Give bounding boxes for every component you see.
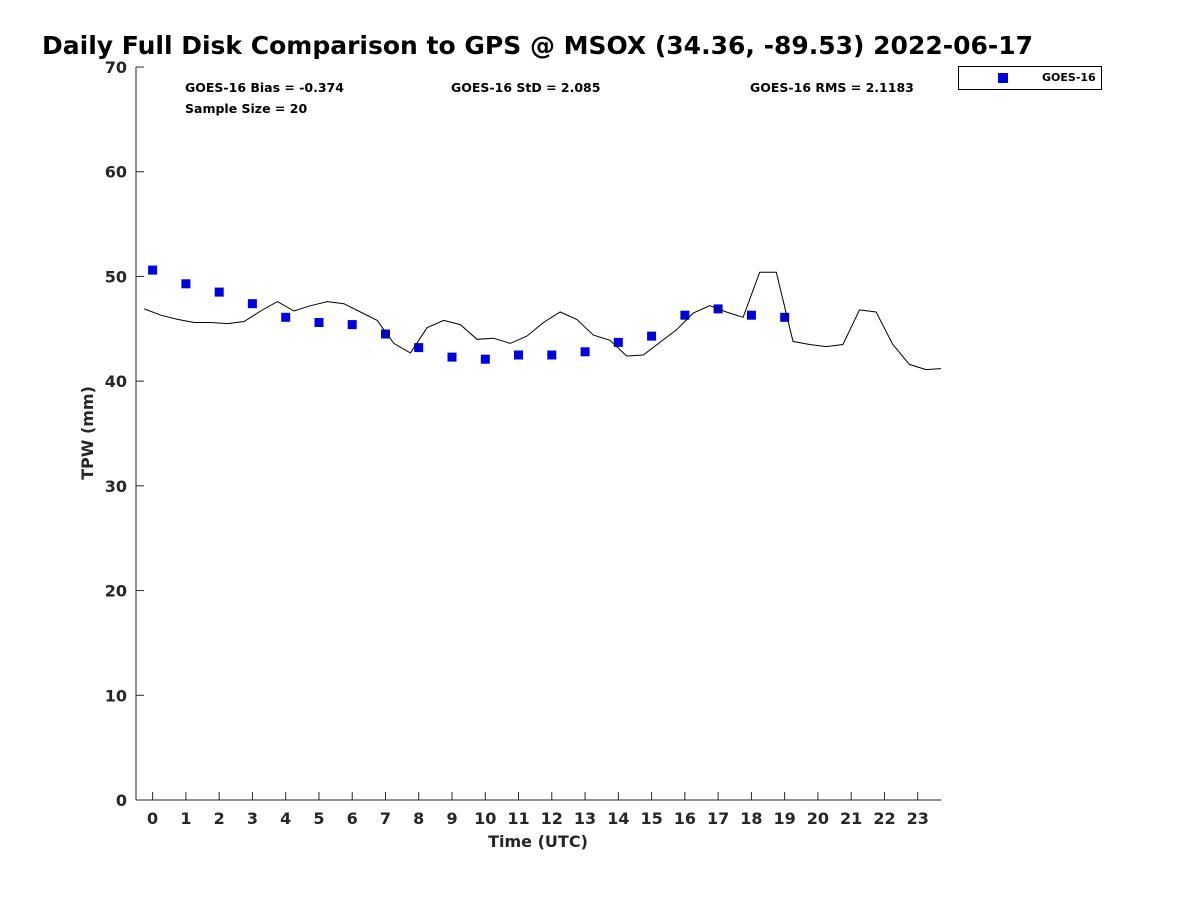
- goes16-point: [247, 299, 257, 309]
- goes16-point: [214, 287, 224, 297]
- x-tick-label: 16: [674, 809, 696, 828]
- x-tick-label: 13: [574, 809, 596, 828]
- goes16-point: [547, 350, 557, 360]
- x-tick-label: 10: [474, 809, 496, 828]
- x-tick-label: 14: [607, 809, 629, 828]
- goes16-point: [746, 310, 756, 320]
- goes16-point: [347, 320, 357, 330]
- rms-stat: GOES-16 RMS = 2.1183: [750, 80, 914, 95]
- y-tick-label: 30: [105, 477, 127, 496]
- chart-title: Daily Full Disk Comparison to GPS @ MSOX…: [42, 31, 1033, 60]
- std-stat: GOES-16 StD = 2.085: [451, 80, 600, 95]
- x-tick-label: 9: [446, 809, 457, 828]
- x-tick-label: 4: [280, 809, 291, 828]
- x-tick-label: 12: [541, 809, 563, 828]
- x-tick-label: 21: [840, 809, 862, 828]
- legend-label-goes16: GOES-16: [1042, 71, 1096, 84]
- x-tick-label: 7: [380, 809, 391, 828]
- x-tick-label: 5: [313, 809, 324, 828]
- x-tick-label: 19: [774, 809, 796, 828]
- x-tick-label: 23: [907, 809, 929, 828]
- x-axis-label: Time (UTC): [488, 832, 588, 851]
- x-tick-label: 18: [740, 809, 762, 828]
- legend-marker-square: [998, 73, 1008, 83]
- x-tick-label: 22: [873, 809, 895, 828]
- x-tick-label: 20: [807, 809, 829, 828]
- x-tick-label: 6: [347, 809, 358, 828]
- bias-stat: GOES-16 Bias = -0.374: [185, 80, 344, 95]
- goes16-point: [647, 331, 657, 341]
- plot-area: [135, 67, 942, 801]
- x-tick-label: 11: [507, 809, 529, 828]
- goes16-point: [148, 265, 158, 275]
- y-tick-label: 20: [105, 582, 127, 601]
- y-tick-label: 0: [116, 791, 127, 810]
- y-axis-ticks: 0 10 20 30 40 50 60 70: [105, 58, 144, 810]
- y-tick-label: 50: [105, 267, 127, 286]
- x-axis-ticks: 0 1 2 3 4 5 6 7 8 9 10 11 12 13 14 15 16 17 18 19 20 21 22 23: [147, 792, 929, 828]
- x-tick-label: 2: [214, 809, 225, 828]
- y-tick-label: 70: [105, 58, 127, 77]
- y-tick-label: 10: [105, 686, 127, 705]
- goes16-point: [480, 354, 490, 364]
- x-tick-label: 3: [247, 809, 258, 828]
- goes16-point: [447, 352, 457, 362]
- x-tick-label: 0: [147, 809, 158, 828]
- goes16-point: [281, 312, 291, 322]
- y-tick-label: 40: [105, 372, 127, 391]
- sample-size-stat: Sample Size = 20: [185, 101, 307, 116]
- y-tick-label: 60: [105, 163, 127, 182]
- x-tick-label: 8: [413, 809, 424, 828]
- goes16-point: [414, 343, 424, 353]
- goes16-point: [580, 347, 590, 357]
- x-tick-label: 1: [180, 809, 191, 828]
- x-tick-label: 15: [640, 809, 662, 828]
- goes16-point: [314, 318, 324, 327]
- y-axis-label: TPW (mm): [78, 386, 97, 480]
- legend-box: [958, 66, 1102, 90]
- goes16-point: [514, 350, 523, 360]
- goes16-point: [780, 312, 790, 322]
- x-tick-label: 17: [707, 809, 729, 828]
- goes16-point: [381, 329, 390, 339]
- gps-tpw-line: [144, 271, 942, 371]
- goes16-point: [613, 337, 623, 347]
- legend: GOES-16: [958, 66, 1102, 90]
- goes16-point: [181, 279, 191, 289]
- goes16-point: [680, 310, 690, 320]
